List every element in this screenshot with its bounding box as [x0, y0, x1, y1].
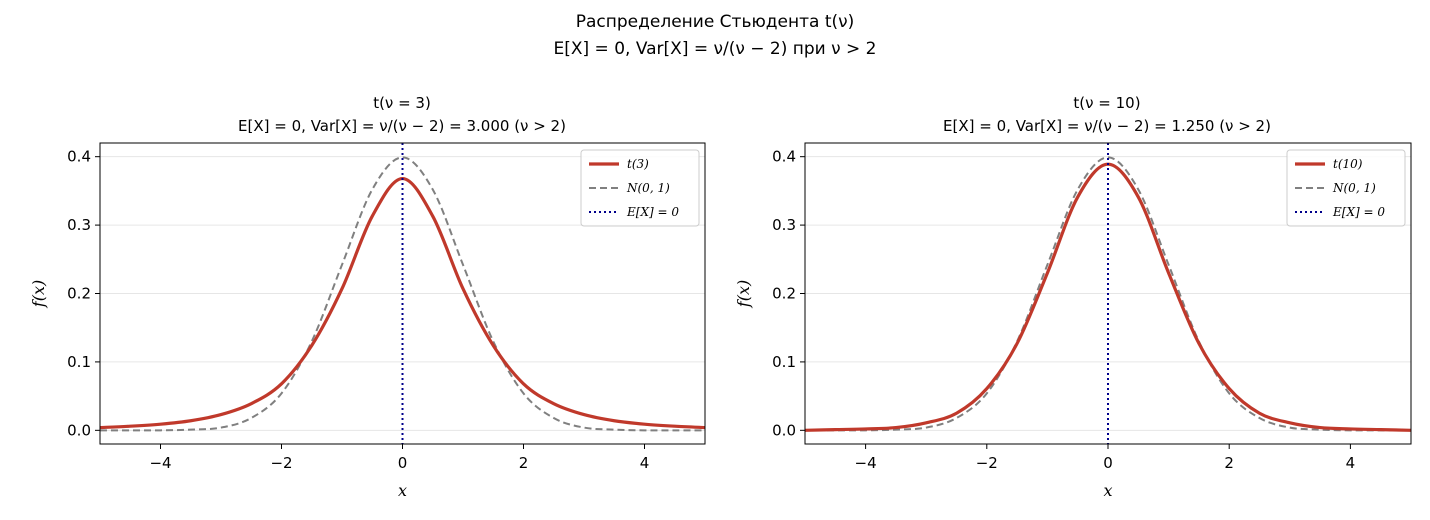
x-tick-label: −2 [270, 454, 292, 472]
y-tick-label: 0.1 [772, 353, 796, 371]
x-tick-label: 2 [1224, 454, 1234, 472]
y-axis-label: f(x) [734, 280, 753, 308]
y-tick-label: 0.3 [772, 216, 796, 234]
x-tick-label: 0 [398, 454, 408, 472]
legend-label: N(0, 1) [626, 181, 670, 195]
y-tick-label: 0.0 [772, 421, 796, 439]
x-tick-label: 2 [519, 454, 529, 472]
legend: t(3) N(0, 1) E[X] = 0 [580, 149, 700, 227]
x-axis-label: x [1103, 481, 1112, 500]
x-tick-label: 0 [1103, 454, 1113, 472]
y-tick-label: 0.2 [772, 285, 796, 303]
y-tick-label: 0.0 [67, 421, 91, 439]
panel-subtitle: E[X] = 0, Var[X] = ν/(ν − 2) = 1.250 (ν … [943, 117, 1271, 135]
panel-title: t(ν = 10) [1073, 94, 1140, 112]
y-tick-label: 0.3 [67, 216, 91, 234]
legend-label: N(0, 1) [1332, 181, 1376, 195]
plot-area [805, 143, 1411, 444]
x-tick-label: −2 [976, 454, 998, 472]
legend-box [1286, 149, 1406, 227]
legend-box [580, 149, 700, 227]
y-tick-label: 0.4 [772, 148, 796, 166]
x-tick-label: 4 [1346, 454, 1356, 472]
panel-subtitle: E[X] = 0, Var[X] = ν/(ν − 2) = 3.000 (ν … [238, 117, 566, 135]
chart-panel-nu-10: t(ν = 10) E[X] = 0, Var[X] = ν/(ν − 2) =… [734, 94, 1412, 500]
y-tick-label: 0.1 [67, 353, 91, 371]
series-line [100, 156, 705, 432]
plot-area [100, 143, 705, 444]
figure-title: Распределение Стьюдента t(ν) [576, 12, 855, 32]
y-tick-label: 0.4 [67, 148, 91, 166]
panel-title: t(ν = 3) [373, 94, 431, 112]
y-axis-label: f(x) [29, 280, 48, 308]
series-line [805, 156, 1411, 432]
legend-label: E[X] = 0 [626, 205, 679, 219]
legend: t(10) N(0, 1) E[X] = 0 [1286, 149, 1406, 227]
legend-label: t(3) [627, 157, 649, 171]
x-tick-label: −4 [855, 454, 877, 472]
x-tick-label: 4 [640, 454, 650, 472]
y-tick-label: 0.2 [67, 285, 91, 303]
legend-label: t(10) [1333, 157, 1363, 171]
figure-subtitle: E[X] = 0, Var[X] = ν/(ν − 2) при ν > 2 [554, 39, 877, 59]
x-axis-label: x [398, 481, 407, 500]
x-tick-label: −4 [149, 454, 171, 472]
legend-label: E[X] = 0 [1332, 205, 1385, 219]
chart-panel-nu-3: t(ν = 3) E[X] = 0, Var[X] = ν/(ν − 2) = … [29, 94, 706, 500]
